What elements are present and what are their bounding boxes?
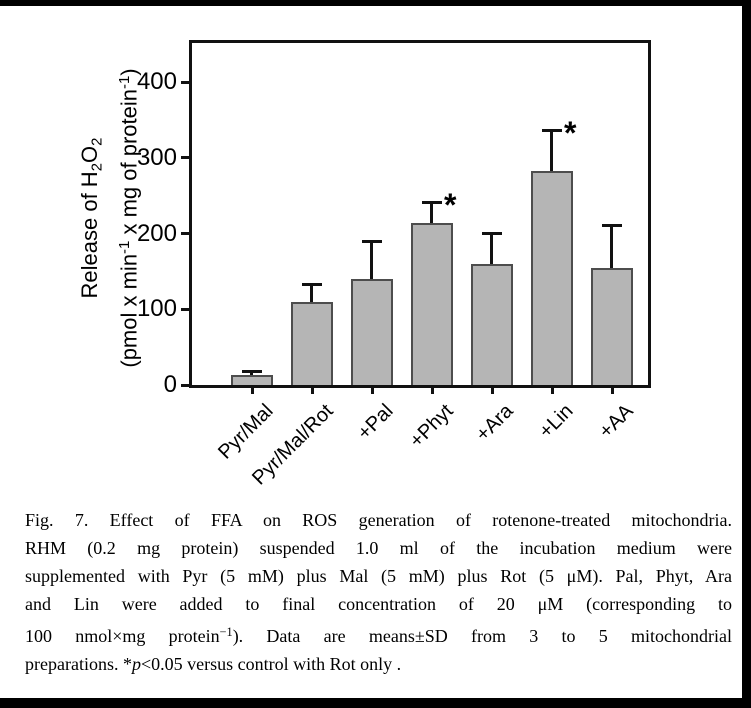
caption-line: supplemented with Pyr (5 mM) plus Mal (5… <box>25 562 732 590</box>
bar-phyt <box>411 222 453 385</box>
error-bar-cap-pyr-mal <box>242 370 262 374</box>
y-tick-label: 300 <box>136 143 177 171</box>
error-bar-pyr-mal <box>250 371 253 378</box>
text-segment: Fig. 7. Effect of FFA on ROS generation … <box>25 510 732 530</box>
text-segment: <0.05 versus control with Rot only . <box>140 654 402 675</box>
page-border-right <box>742 0 751 708</box>
caption-line: RHM (0.2 mg protein) suspended 1.0 ml of… <box>25 534 732 562</box>
x-tick <box>491 386 494 394</box>
bar-lin <box>531 170 573 385</box>
caption-line: 100 nmol×mg protein−1). Data are means±S… <box>25 618 732 650</box>
error-bar-cap-aa <box>602 224 622 228</box>
x-tick <box>611 386 614 394</box>
x-tick-label-lin: +Lin <box>534 400 578 443</box>
caption-line: preparations. *p<0.05 versus control wit… <box>25 650 732 678</box>
page-border-bottom <box>0 698 751 708</box>
x-tick <box>311 386 314 394</box>
x-tick-label-ara: +Ara <box>471 400 518 446</box>
y-tick <box>181 383 192 387</box>
bar-ara <box>471 263 513 385</box>
significance-marker-phyt: * <box>444 186 457 223</box>
page-border-top <box>0 0 751 6</box>
bar-pyr-mal <box>231 375 273 385</box>
y-tick <box>181 232 192 235</box>
text-segment: and Lin were added to final concentratio… <box>25 594 732 614</box>
y-tick-label: 200 <box>136 219 177 247</box>
caption-line: and Lin were added to final concentratio… <box>25 590 732 618</box>
x-tick-label-phyt: +Phyt <box>405 400 458 453</box>
caption-line: Fig. 7. Effect of FFA on ROS generation … <box>25 506 732 534</box>
text-segment: 100 nmol×mg protein <box>25 626 220 647</box>
y-tick <box>181 307 192 311</box>
bar-aa <box>591 268 633 385</box>
text-segment: RHM (0.2 mg protein) suspended 1.0 ml of… <box>25 538 732 558</box>
error-bar-pyr-mal-rot <box>310 284 313 304</box>
error-bar-aa <box>610 225 613 271</box>
x-tick <box>551 386 554 394</box>
y-tick <box>181 80 192 84</box>
error-bar-lin <box>550 129 553 173</box>
y-tick-label: 0 <box>163 371 177 398</box>
error-bar-pal <box>370 241 373 281</box>
bar-pyr-mal-rot <box>291 301 333 385</box>
error-bar-cap-pyr-mal-rot <box>302 283 322 287</box>
x-tick <box>251 386 254 394</box>
text-segment: preparations. * <box>25 654 132 675</box>
y-tick-label: 100 <box>136 295 177 323</box>
text-segment: p <box>131 654 141 675</box>
bar-pal <box>351 278 393 385</box>
x-tick <box>431 386 434 394</box>
error-bar-cap-pal <box>362 240 382 244</box>
error-bar-cap-ara <box>482 231 502 235</box>
error-bar-cap-phyt <box>422 200 442 204</box>
text-segment: supplemented with Pyr (5 mM) plus Mal (5… <box>25 566 732 586</box>
y-tick-label: 400 <box>136 68 177 95</box>
significance-marker-lin: * <box>564 114 577 151</box>
error-bar-phyt <box>430 201 433 225</box>
x-tick-label-aa: +AA <box>594 400 638 443</box>
text-segment: −1 <box>219 625 233 639</box>
bar-chart: Release of H2O2 (pmol x min-1 x mg of pr… <box>77 40 651 489</box>
text-segment: ). Data are means±SD from 3 to 5 mitocho… <box>232 626 732 647</box>
error-bar-cap-lin <box>542 128 562 132</box>
y-tick <box>181 156 192 160</box>
error-bar-ara <box>490 232 493 266</box>
figure-caption: Fig. 7. Effect of FFA on ROS generation … <box>25 506 732 678</box>
x-tick-label-pal: +Pal <box>353 400 398 445</box>
x-tick <box>371 386 374 394</box>
